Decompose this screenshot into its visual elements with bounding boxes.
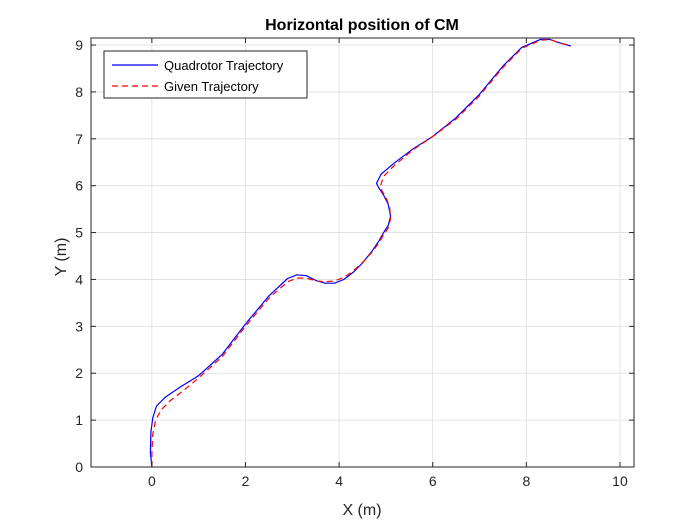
- x-tick-label: 4: [335, 473, 343, 489]
- y-axis-label: Y (m): [53, 238, 70, 277]
- chart-title: Horizontal position of CM: [265, 17, 459, 34]
- x-tick-label: 10: [612, 473, 628, 489]
- y-tick-label: 6: [75, 178, 83, 194]
- grid: [91, 38, 634, 468]
- y-tick-label: 7: [75, 131, 83, 147]
- legend: Quadrotor Trajectory Given Trajectory: [103, 50, 308, 99]
- x-axis-label: X (m): [342, 502, 381, 519]
- x-tick-label: 2: [242, 473, 250, 489]
- series-line-given: [151, 38, 571, 467]
- ticks: 0 2 4 6 8 10 0 1 2 3 4 5 6 7 8 9: [75, 37, 634, 489]
- x-tick-label: 6: [429, 473, 437, 489]
- y-tick-label: 9: [75, 37, 83, 53]
- series-line-quadrotor: [149, 38, 571, 468]
- x-tick-label: 0: [148, 473, 156, 489]
- axes-box: [90, 37, 635, 468]
- axes: [90, 37, 635, 468]
- y-tick-label: 3: [75, 318, 83, 334]
- y-tick-label: 5: [75, 225, 83, 241]
- x-tick-label: 8: [522, 473, 530, 489]
- legend-box: [103, 50, 308, 99]
- y-tick-label: 0: [75, 459, 83, 475]
- legend-label-quadrotor: Quadrotor Trajectory: [164, 58, 284, 73]
- y-tick-label: 4: [75, 271, 83, 287]
- plot-background: [91, 38, 634, 467]
- y-tick-label: 8: [75, 84, 83, 100]
- y-tick-label: 2: [75, 365, 83, 381]
- series-layer: [149, 38, 571, 468]
- legend-label-given: Given Trajectory: [164, 79, 259, 94]
- y-tick-label: 1: [75, 412, 83, 428]
- plot-area: [91, 38, 634, 467]
